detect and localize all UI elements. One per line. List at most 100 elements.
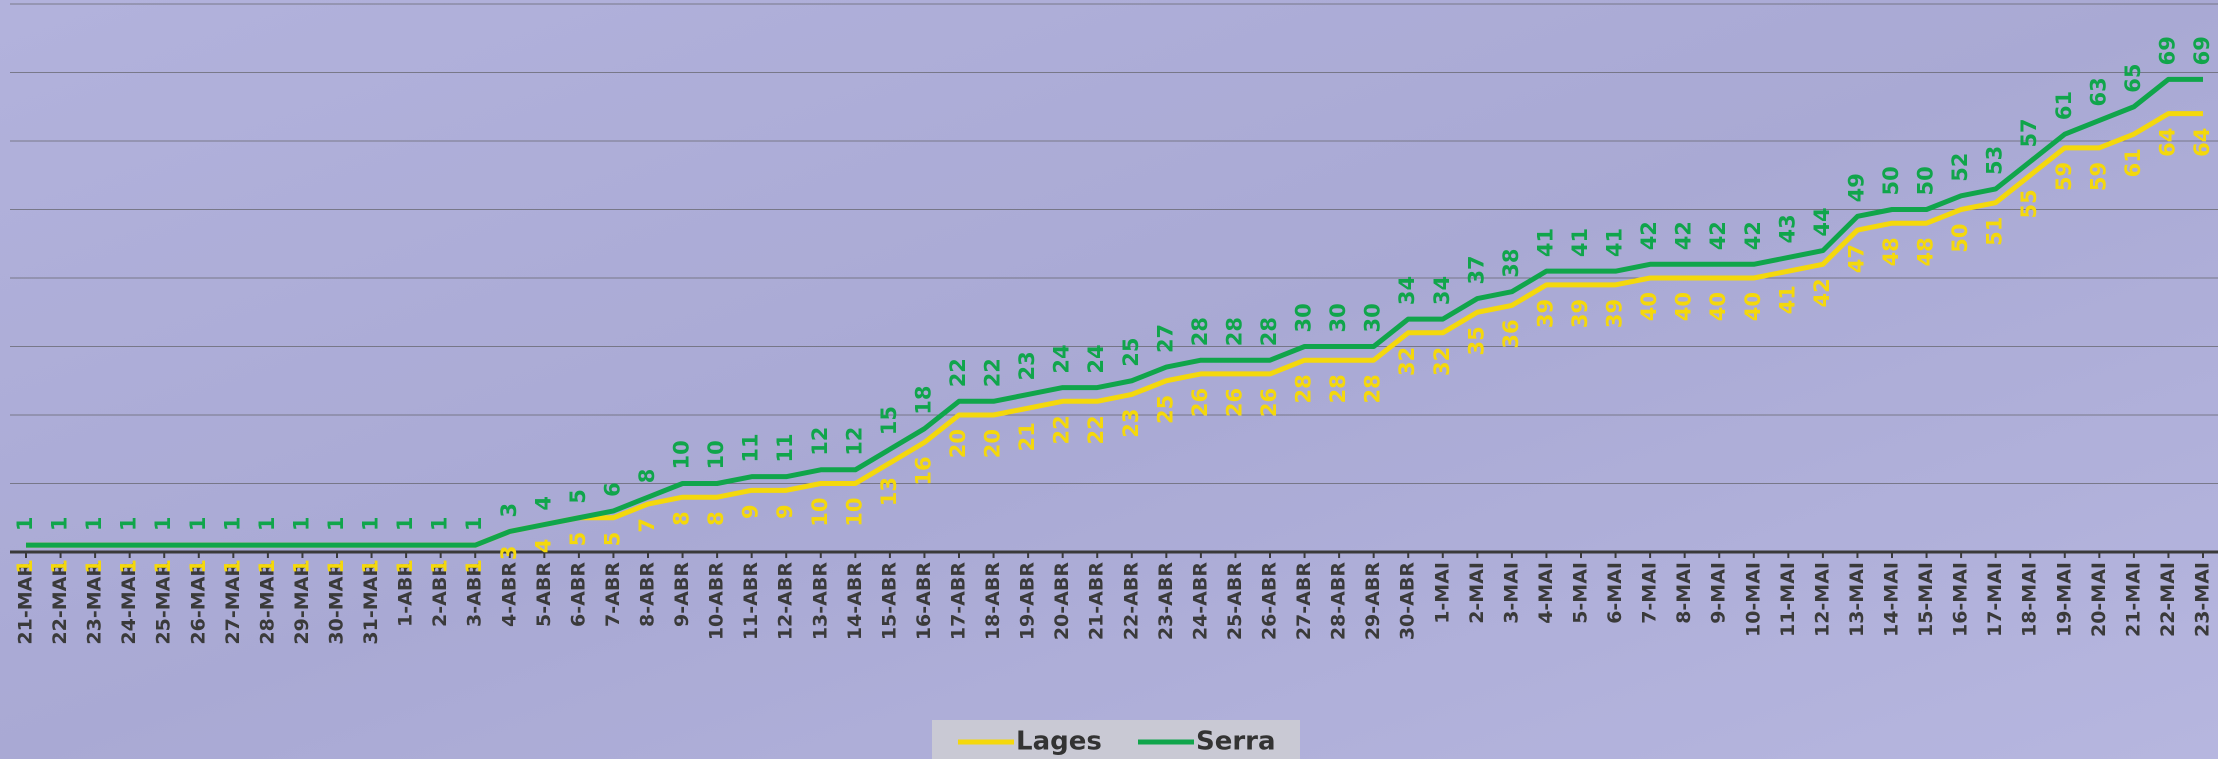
value-label: 28 — [1188, 317, 1212, 346]
value-label: 59 — [2086, 162, 2110, 191]
value-label: 44 — [1810, 207, 1834, 236]
value-label: 20 — [981, 429, 1005, 458]
value-label: 8 — [704, 511, 728, 526]
x-tick-label: 7-ABR — [602, 562, 624, 627]
value-label: 10 — [670, 440, 694, 469]
value-label: 42 — [1810, 278, 1834, 307]
value-label: 42 — [1672, 221, 1696, 250]
value-label: 39 — [1533, 299, 1557, 328]
x-tick-label: 26-ABR — [1259, 562, 1281, 641]
x-tick-label: 29-MAR — [291, 562, 313, 645]
value-label: 50 — [1914, 166, 1938, 195]
value-label: 10 — [808, 498, 832, 527]
value-label: 23 — [1015, 351, 1039, 380]
value-label: 13 — [877, 477, 901, 506]
x-tick-label: 2-ABR — [429, 562, 451, 627]
value-label: 12 — [842, 427, 866, 456]
x-tick-label: 12-ABR — [775, 562, 797, 641]
value-label: 1 — [151, 517, 175, 532]
value-label: 40 — [1741, 292, 1765, 321]
value-label: 8 — [635, 469, 659, 484]
x-tick-label: 12-MAI — [1811, 562, 1833, 637]
x-tick-label: 21-ABR — [1086, 562, 1108, 641]
value-label: 64 — [2190, 128, 2214, 157]
value-label: 28 — [1257, 317, 1281, 346]
value-label: 1 — [428, 517, 452, 532]
value-label: 5 — [566, 532, 590, 547]
x-tick-label: 11-ABR — [740, 562, 762, 641]
x-tick-label: 30-MAR — [326, 562, 348, 645]
x-tick-label: 9-MAI — [1708, 562, 1730, 624]
value-label: 34 — [1395, 276, 1419, 305]
x-tick-label: 23-ABR — [1155, 562, 1177, 641]
x-tick-label: 26-MAR — [187, 562, 209, 645]
value-label: 1 — [186, 559, 210, 574]
value-label: 69 — [2190, 36, 2214, 65]
value-label: 1 — [13, 559, 37, 574]
x-tick-label: 21-MAR — [15, 562, 37, 645]
value-label: 48 — [1879, 237, 1903, 266]
value-label: 26 — [1222, 388, 1246, 417]
x-tick-label: 4-ABR — [498, 562, 520, 627]
x-tick-label: 24-ABR — [1189, 562, 1211, 641]
x-tick-label: 27-MAR — [222, 562, 244, 645]
x-tick-label: 5-MAI — [1570, 562, 1592, 624]
x-tick-label: 23-MAR — [84, 562, 106, 645]
value-label: 50 — [1879, 166, 1903, 195]
value-label: 1 — [289, 559, 313, 574]
value-label: 22 — [946, 358, 970, 387]
value-label: 1 — [48, 559, 72, 574]
value-label: 41 — [1775, 285, 1799, 314]
value-label: 57 — [2017, 118, 2041, 147]
value-label: 42 — [1706, 221, 1730, 250]
x-tick-label: 6-MAI — [1604, 562, 1626, 624]
x-tick-label: 11-MAI — [1777, 562, 1799, 637]
legend-label: Lages — [1016, 727, 1102, 757]
value-label: 69 — [2155, 36, 2179, 65]
value-label: 26 — [1188, 388, 1212, 417]
x-tick-label: 18-ABR — [982, 562, 1004, 641]
value-label: 40 — [1637, 292, 1661, 321]
value-label: 1 — [255, 517, 279, 532]
value-label: 30 — [1361, 303, 1385, 332]
x-tick-label: 19-MAI — [2053, 562, 2075, 637]
value-label: 1 — [393, 517, 417, 532]
value-label: 41 — [1533, 228, 1557, 257]
value-label: 28 — [1326, 374, 1350, 403]
x-tick-label: 16-ABR — [913, 562, 935, 641]
x-tick-label: 3-MAI — [1500, 562, 1522, 624]
value-label: 9 — [739, 504, 763, 519]
value-label: 30 — [1326, 303, 1350, 332]
value-label: 16 — [911, 456, 935, 485]
value-label: 5 — [566, 489, 590, 504]
value-label: 23 — [1119, 408, 1143, 437]
x-tick-label: 1-MAI — [1431, 562, 1453, 624]
value-label: 35 — [1464, 326, 1488, 355]
value-label: 4 — [531, 496, 555, 511]
x-tick-label: 21-MAI — [2122, 562, 2144, 637]
x-tick-label: 24-MAR — [118, 562, 140, 645]
value-label: 1 — [151, 559, 175, 574]
value-label: 48 — [1914, 237, 1938, 266]
value-label: 59 — [2052, 162, 2076, 191]
x-tick-label: 2-MAI — [1466, 562, 1488, 624]
value-label: 40 — [1706, 292, 1730, 321]
x-tick-label: 1-ABR — [395, 562, 417, 627]
value-label: 24 — [1050, 344, 1074, 373]
x-tick-label: 31-MAR — [360, 562, 382, 645]
value-label: 50 — [1948, 224, 1972, 253]
x-tick-label: 28-MAR — [256, 562, 278, 645]
value-label: 26 — [1257, 388, 1281, 417]
x-tick-label: 19-ABR — [1017, 562, 1039, 641]
legend-label: Serra — [1196, 727, 1276, 757]
value-label: 42 — [1637, 221, 1661, 250]
value-label: 43 — [1775, 214, 1799, 243]
value-label: 22 — [1050, 415, 1074, 444]
value-label: 1 — [462, 517, 486, 532]
value-label: 5 — [600, 532, 624, 547]
value-label: 41 — [1568, 228, 1592, 257]
x-tick-label: 20-MAI — [2088, 562, 2110, 637]
x-tick-label: 13-ABR — [809, 562, 831, 641]
value-label: 22 — [981, 358, 1005, 387]
value-label: 1 — [255, 559, 279, 574]
